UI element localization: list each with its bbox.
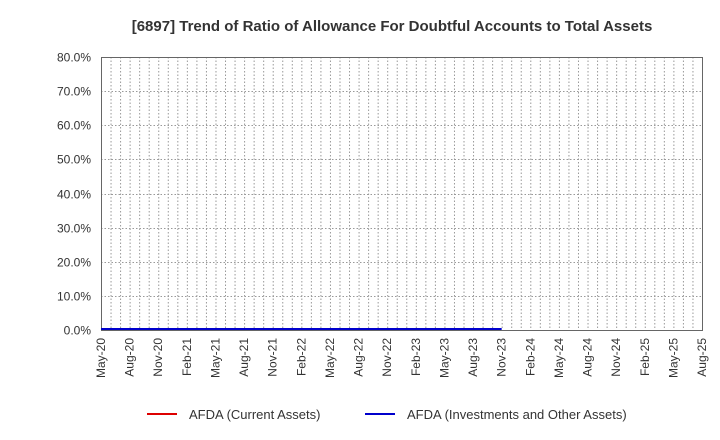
y-tick-label: 0.0%	[64, 324, 92, 338]
x-tick-label: Aug-23	[466, 338, 480, 377]
x-tick-label: Nov-22	[380, 338, 394, 377]
x-tick-label: Aug-24	[581, 338, 595, 377]
x-tick-label: May-20	[94, 338, 108, 378]
y-axis: 0.0% 10.0% 20.0% 30.0% 40.0% 50.0% 60.0% 70.0% 8…	[57, 51, 91, 338]
y-tick-label: 60.0%	[57, 119, 91, 133]
grid	[101, 57, 703, 331]
x-tick-label: Aug-22	[352, 338, 366, 377]
x-tick-label: May-23	[437, 338, 451, 378]
x-tick-label: Aug-20	[123, 338, 137, 377]
x-tick-label: Feb-23	[409, 338, 423, 376]
legend-label-0: AFDA (Current Assets)	[189, 407, 320, 422]
y-tick-label: 30.0%	[57, 222, 91, 236]
x-tick-label: Feb-21	[180, 338, 194, 376]
y-tick-label: 10.0%	[57, 290, 91, 304]
x-tick-label: Feb-22	[294, 338, 308, 376]
legend-label-1: AFDA (Investments and Other Assets)	[407, 407, 627, 422]
x-axis: May-20 Aug-20 Nov-20 Feb-21 May-21 Aug-21 Nov-…	[94, 338, 709, 378]
x-tick-label: Aug-21	[237, 338, 251, 377]
x-tick-label: Aug-25	[695, 338, 709, 377]
x-tick-label: Nov-20	[151, 338, 165, 377]
x-tick-label: Nov-23	[495, 338, 509, 377]
legend: AFDA (Current Assets) AFDA (Investments a…	[147, 407, 627, 422]
x-tick-label: Feb-25	[638, 338, 652, 376]
x-tick-label: Nov-24	[609, 338, 623, 377]
x-tick-label: May-25	[666, 338, 680, 378]
chart-title: [6897] Trend of Ratio of Allowance For D…	[132, 18, 653, 35]
x-tick-label: May-21	[208, 338, 222, 378]
y-tick-label: 80.0%	[57, 51, 91, 65]
x-tick-label: May-22	[323, 338, 337, 378]
y-tick-label: 50.0%	[57, 153, 91, 167]
y-tick-label: 70.0%	[57, 85, 91, 99]
y-tick-label: 40.0%	[57, 188, 91, 202]
x-tick-label: May-24	[552, 338, 566, 378]
x-tick-label: Nov-21	[266, 338, 280, 377]
plot-border	[101, 57, 703, 331]
y-tick-label: 20.0%	[57, 256, 91, 270]
x-tick-label: Feb-24	[523, 338, 537, 376]
